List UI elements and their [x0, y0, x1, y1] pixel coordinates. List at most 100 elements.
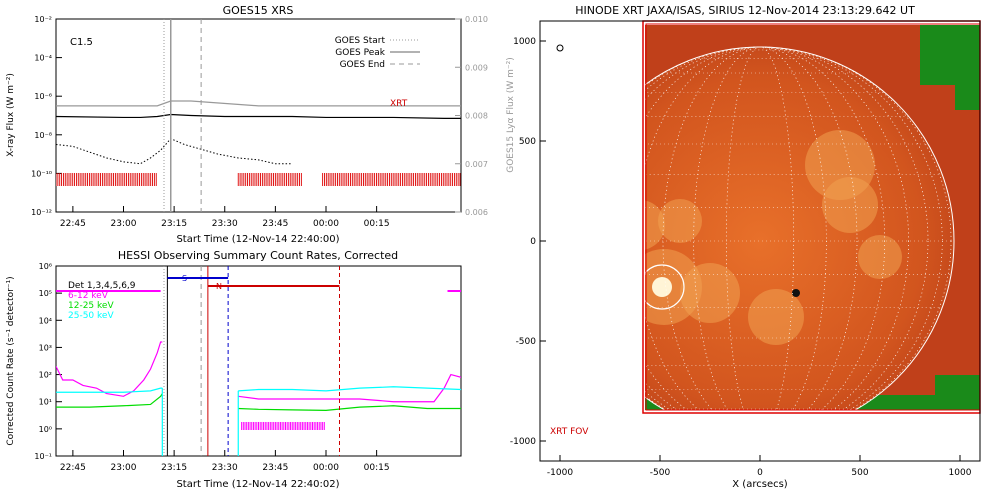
goes-xrt-label: XRT — [390, 99, 408, 109]
hessi-series-6-12keV-late — [238, 373, 461, 403]
xrt-solar-image — [645, 25, 980, 410]
goes-y-tick-label: 10⁻² — [34, 15, 52, 24]
hessi-legend-label: 12-25 keV — [68, 301, 114, 311]
xrt-flare-core — [652, 277, 672, 297]
xrt-x-ticks: -1000 -500 0 500 1000 — [547, 455, 972, 478]
goes-xrt-coverage — [56, 173, 461, 186]
goes-series-group — [56, 100, 461, 165]
hessi-legend-label: Det 1,3,4,5,6,9 — [68, 281, 136, 291]
goes-legend: GOES Start GOES Peak GOES End — [335, 36, 420, 70]
xrt-x-tick-label: -500 — [650, 468, 671, 478]
goes-legend-label: GOES End — [340, 60, 385, 70]
hessi-series-12-25keV-late — [238, 405, 461, 412]
xrt-longitude-line — [645, 46, 929, 410]
hessi-series-12-25keV — [56, 393, 163, 408]
hessi-panel: HESSI Observing Summary Count Rates, Cor… — [6, 249, 462, 490]
goes-x-tick-label: 22:45 — [60, 219, 86, 229]
xrt-active-region — [858, 235, 902, 279]
goes-y2-tick-label: 0.006 — [465, 208, 488, 217]
xrt-active-region — [748, 289, 804, 345]
goes-y-tick-label: 10⁻¹² — [31, 208, 52, 217]
xrt-x-tick-label: 500 — [851, 468, 868, 478]
hessi-legend-label: 25-50 keV — [68, 311, 114, 321]
hessi-series-group — [56, 341, 461, 456]
xrt-saturated-patch — [935, 375, 980, 410]
hessi-x-ticks: 22:45 23:00 23:15 23:30 23:45 00:00 00:15 — [60, 450, 390, 473]
hessi-y-tick-label: 10² — [39, 371, 52, 380]
goes-legend-label: GOES Start — [335, 36, 386, 46]
hessi-plot-frame — [55, 265, 462, 457]
goes-y-tick-label: 10⁻⁶ — [34, 92, 52, 101]
xrt-saturated-patch — [920, 25, 980, 85]
xrt-longitude-line — [645, 46, 909, 410]
goes-x-tick-label: 23:00 — [111, 219, 137, 229]
hessi-title: HESSI Observing Summary Count Rates, Cor… — [118, 249, 398, 262]
xrt-fov-label: XRT FOV — [550, 427, 589, 437]
goes-event-lines — [163, 19, 202, 212]
xrt-x-tick-label: 1000 — [949, 468, 972, 478]
goes-panel: GOES15 XRS 10⁻¹² 10⁻¹⁰ 10⁻⁸ 10⁻⁶ 10⁻⁴ 10⁻² 0.… — [6, 4, 516, 245]
xrt-flare-circle — [645, 264, 685, 310]
xrt-x-tick-label: -1000 — [547, 468, 573, 478]
hessi-x-tick-label: 23:30 — [212, 463, 238, 473]
hessi-y-tick-label: 10⁻¹ — [34, 452, 52, 461]
xrt-saturated-patch — [955, 85, 980, 110]
xrt-longitude-line — [645, 46, 885, 410]
hessi-y-tick-label: 10³ — [39, 343, 52, 352]
hessi-x-tick-label: 23:00 — [111, 463, 137, 473]
hessi-series-25-50keV — [56, 387, 163, 393]
xrt-longitude-line — [693, 46, 827, 410]
xrt-longitude-line — [726, 46, 794, 410]
xrt-x-label: X (arcsecs) — [732, 479, 788, 490]
xrt-solar-disk — [645, 47, 954, 410]
xrt-longitude-line — [645, 46, 943, 410]
goes-y-ticks: 10⁻¹² 10⁻¹⁰ 10⁻⁸ 10⁻⁶ 10⁻⁴ 10⁻² — [31, 15, 62, 217]
goes-legend-label: GOES Peak — [335, 48, 385, 58]
hessi-y-tick-label: 10¹ — [39, 398, 52, 407]
hessi-y-tick-label: 10⁴ — [39, 316, 52, 325]
hessi-y-tick-label: 10⁰ — [39, 425, 52, 434]
xrt-y-ticks: -1000 -500 0 500 1000 — [510, 37, 546, 447]
hessi-flag-n-label: N — [216, 282, 222, 291]
goes-y-label: X-ray Flux (W m⁻²) — [6, 73, 16, 157]
goes-annotation: C1.5 — [70, 37, 93, 48]
goes-series-lyman-alpha — [56, 100, 461, 107]
xrt-active-region — [680, 263, 740, 323]
goes-title: GOES15 XRS — [223, 4, 294, 17]
goes-y2-label: GOES15 Lyα Flux (W m⁻²) — [506, 57, 516, 173]
goes-y-tick-label: 10⁻⁴ — [34, 54, 52, 63]
hessi-y-tick-label: 10⁵ — [39, 289, 52, 298]
hessi-x-label: Start Time (12-Nov-14 22:40:02) — [176, 479, 339, 490]
xrt-panel: HINODE XRT JAXA/ISAS, SIRIUS 12-Nov-2014… — [510, 4, 981, 490]
hessi-y-label: Corrected Count Rate (s⁻¹ detector⁻¹) — [6, 276, 16, 445]
xrt-x-tick-label: 0 — [757, 468, 763, 478]
goes-series-short — [56, 138, 293, 165]
goes-x-tick-label: 23:45 — [262, 219, 288, 229]
hessi-flag-bars — [56, 266, 461, 456]
xrt-y-tick-label: 500 — [519, 137, 536, 147]
xrt-origin-marker — [556, 44, 564, 52]
hessi-x-tick-label: 23:45 — [262, 463, 288, 473]
xrt-y-tick-label: 1000 — [513, 37, 536, 47]
hessi-x-tick-label: 00:15 — [364, 463, 390, 473]
xrt-active-region — [658, 199, 702, 243]
hessi-series-25-50keV-late — [238, 386, 461, 392]
goes-y2-ticks: 0.006 0.007 0.008 0.009 0.010 — [455, 15, 488, 217]
goes-x-tick-label: 23:30 — [212, 219, 238, 229]
hessi-y-tick-label: 10⁶ — [39, 262, 52, 271]
goes-x-label: Start Time (12-Nov-14 22:40:00) — [176, 234, 339, 245]
goes-y-tick-label: 10⁻¹⁰ — [31, 169, 52, 178]
xrt-y-tick-label: -1000 — [510, 437, 536, 447]
goes-y2-tick-label: 0.009 — [465, 63, 488, 72]
xrt-y-tick-label: 0 — [530, 237, 536, 247]
goes-x-tick-label: 00:00 — [313, 219, 339, 229]
hessi-x-tick-label: 23:15 — [161, 463, 187, 473]
hessi-series-6-12keV — [56, 341, 163, 397]
xrt-title: HINODE XRT JAXA/ISAS, SIRIUS 12-Nov-2014… — [575, 4, 915, 17]
xrt-dark-spot — [792, 289, 800, 297]
hessi-y-ticks: 10⁻¹ 10⁰ 10¹ 10² 10³ 10⁴ 10⁵ 10⁶ — [34, 262, 62, 461]
goes-y2-tick-label: 0.007 — [465, 160, 488, 169]
goes-x-tick-label: 23:15 — [161, 219, 187, 229]
